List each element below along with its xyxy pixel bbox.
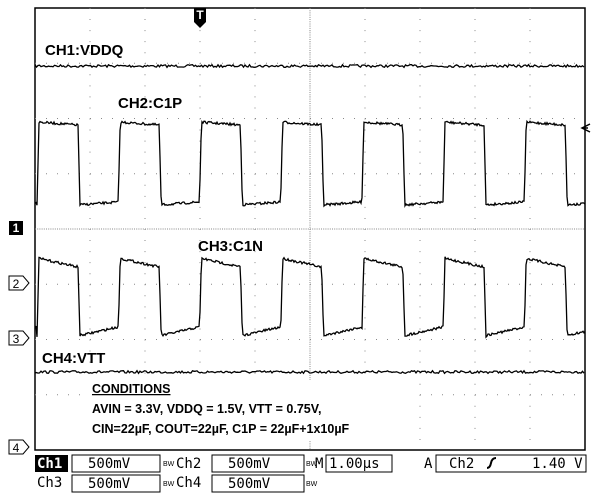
trace-label: CH3:C1N — [198, 238, 263, 255]
ch3-bw: BW — [163, 481, 175, 488]
trigger-level: 1.40 V — [532, 456, 583, 472]
ch3-scale: 500mV — [88, 476, 131, 492]
ch1-trace — [34, 63, 585, 69]
timebase-value: 1.00µs — [329, 456, 380, 472]
trace-label: CH4:VTT — [42, 350, 105, 367]
timebase-box — [325, 454, 393, 473]
scale-box — [71, 474, 161, 493]
trigger-marker — [194, 8, 206, 28]
ch3-marker — [8, 330, 30, 346]
conditions-title: CONDITIONS — [92, 382, 170, 396]
ch4-scale: 500mV — [228, 476, 271, 492]
ch4-name: Ch4 — [176, 475, 201, 491]
ch2-marker — [8, 275, 30, 291]
trigger-label: T — [196, 8, 204, 22]
ch2-scale: 500mV — [228, 456, 271, 472]
ch1-marker-label: 1 — [13, 221, 20, 235]
ch4-marker — [8, 439, 30, 455]
ch3-marker-label: 3 — [13, 332, 20, 346]
conditions-line: AVIN = 3.3V, VDDQ = 1.5V, VTT = 0.75V, — [92, 402, 321, 416]
ch1-name: Ch1 — [37, 456, 62, 472]
conditions-line: CIN=22µF, COUT=22µF, C1P = 22µF+1x10µF — [92, 422, 350, 436]
ch3-trace — [34, 256, 586, 339]
ch4-marker-label: 4 — [13, 441, 20, 455]
ch3-name: Ch3 — [37, 475, 62, 491]
scale-box — [71, 454, 161, 473]
waveforms — [34, 63, 586, 375]
ch1-bw: BW — [163, 461, 175, 468]
trigger-slope-icon — [486, 457, 497, 469]
ch1-marker — [9, 221, 23, 235]
ch2-marker-label: 2 — [13, 277, 20, 291]
ch2-bw: BW — [306, 461, 318, 468]
trace-label: CH1:VDDQ — [45, 42, 124, 59]
ch4-trace — [34, 369, 585, 375]
graticule — [35, 8, 585, 450]
timebase-mode: M — [315, 456, 323, 472]
scale-box — [211, 454, 305, 473]
ch1-scale: 500mV — [88, 456, 131, 472]
scale-box — [211, 474, 305, 493]
ch4-bw: BW — [306, 481, 318, 488]
trigger-box — [435, 454, 587, 473]
trigger-level-arrow — [580, 123, 591, 133]
ch2-trace — [34, 119, 586, 208]
trigger-source: Ch2 — [449, 456, 474, 472]
ch1-badge — [35, 455, 68, 472]
ch2-name: Ch2 — [176, 456, 201, 472]
trigger-mode: A — [424, 456, 433, 472]
trace-label: CH2:C1P — [118, 95, 182, 112]
conditions-box — [88, 380, 418, 440]
